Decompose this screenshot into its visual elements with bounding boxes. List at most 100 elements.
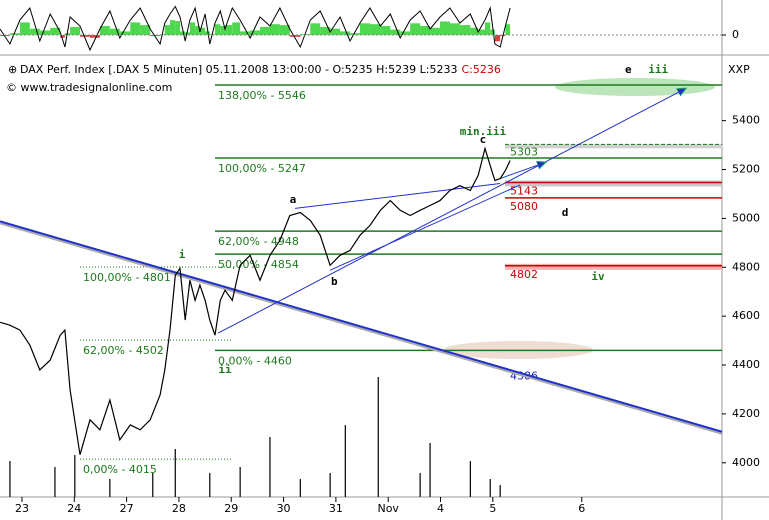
osc-area <box>430 27 441 35</box>
wave-label: e <box>625 63 632 76</box>
x-tick-label: 30 <box>277 502 291 515</box>
wave-label: d <box>562 206 569 219</box>
wave-label: min.iii <box>460 125 507 138</box>
osc-area <box>369 24 381 35</box>
wave-label: iii <box>648 63 668 76</box>
price-line <box>0 146 511 455</box>
zone-label: 5143 <box>510 184 538 197</box>
wave-label: i <box>179 248 186 261</box>
volume-bar <box>299 479 301 497</box>
osc-area <box>340 31 351 35</box>
trend-line <box>295 182 501 209</box>
osc-area <box>150 35 161 36</box>
osc-area <box>310 23 321 35</box>
close-value: C:5236 <box>461 63 500 76</box>
x-tick-label: 27 <box>120 502 134 515</box>
volume-bar <box>344 425 346 497</box>
volume-bar <box>239 467 241 497</box>
osc-area <box>185 32 190 35</box>
osc-area <box>140 25 151 35</box>
trend-line <box>499 162 545 180</box>
zone-band <box>505 263 722 270</box>
osc-area <box>330 28 341 35</box>
header-icon: ⊕ <box>8 63 17 76</box>
fib-label: 0,00% - 4015 <box>83 463 157 476</box>
osc-area <box>478 29 485 35</box>
osc-area <box>279 25 290 35</box>
trend-shadow <box>0 222 723 435</box>
osc-area <box>380 26 391 35</box>
osc-area <box>400 31 411 35</box>
osc-area <box>224 25 233 35</box>
osc-area <box>440 21 450 35</box>
volume-bar <box>54 467 56 497</box>
fib-label: 50,00% - 4854 <box>218 258 299 271</box>
zone-label: 5303 <box>510 145 538 158</box>
osc-area <box>490 29 495 35</box>
chart-title: DAX Perf. Index [.DAX 5 Minuten] 05.11.2… <box>20 63 457 76</box>
x-tick-label: 28 <box>172 502 186 515</box>
volume-bar <box>329 473 331 497</box>
volume-bar <box>152 473 154 497</box>
fib-label: 62,00% - 4502 <box>83 344 164 357</box>
volume-bar <box>429 443 431 497</box>
fib-label: 100,00% - 5247 <box>218 162 306 175</box>
volume-bar <box>209 473 211 497</box>
osc-area <box>70 26 81 35</box>
x-tick-label: 29 <box>224 502 238 515</box>
x-tick-label: 5 <box>489 502 496 515</box>
fib-label: 62,00% - 4948 <box>218 235 299 248</box>
osc-area <box>130 22 141 35</box>
volume-bar <box>489 479 491 497</box>
x-tick-label: 24 <box>67 502 81 515</box>
osc-area <box>505 24 511 35</box>
osc-area <box>289 35 301 37</box>
y-tick-label: 5400 <box>732 114 760 127</box>
trend-line <box>217 89 685 334</box>
osc-area <box>99 26 110 35</box>
osc-area <box>240 31 251 35</box>
volume-bar <box>377 377 379 497</box>
osc-area <box>220 26 225 35</box>
wave-label: iv <box>591 270 605 283</box>
zone-band <box>505 144 722 149</box>
osc-area <box>320 26 331 35</box>
zone-label: 4802 <box>510 268 538 281</box>
target-ellipse <box>555 78 715 96</box>
osc-area <box>60 35 65 38</box>
x-tick-label: 4 <box>437 502 444 515</box>
zone-band <box>505 180 722 187</box>
osc-area <box>232 22 241 35</box>
x-tick-label: 31 <box>329 502 343 515</box>
y-tick-label: 5000 <box>732 211 760 224</box>
volume-bar <box>74 455 76 497</box>
osc-area <box>109 28 120 35</box>
osc-area <box>359 23 370 35</box>
plot: 4000 4200 4400 4600 4800 5000 5200 5400 23 24 27 28… <box>0 5 760 515</box>
osc-area <box>9 33 20 35</box>
osc-tick-label: 0 <box>732 28 739 41</box>
osc-area <box>449 23 460 35</box>
y-tick-label: 4600 <box>732 309 760 322</box>
osc-area <box>29 28 40 35</box>
osc-area <box>250 30 261 35</box>
fib-label: 138,00% - 5546 <box>218 89 306 102</box>
x-tick-label: 6 <box>578 502 585 515</box>
fib-label: 0,00% - 4460 <box>218 354 292 367</box>
osc-area <box>189 22 196 35</box>
osc-line <box>0 5 511 52</box>
osc-area <box>205 31 210 35</box>
osc-area <box>175 21 180 35</box>
osc-area <box>195 26 200 35</box>
osc-area <box>19 22 30 35</box>
y-tick-label: 4200 <box>732 407 760 420</box>
source: © www.tradesignalonline.com <box>6 81 172 94</box>
y-tick-label: 4000 <box>732 456 760 469</box>
osc-area <box>50 27 61 35</box>
osc-area <box>494 35 501 42</box>
osc-area <box>89 35 100 38</box>
osc-area <box>170 20 176 35</box>
osc-area <box>215 24 221 35</box>
